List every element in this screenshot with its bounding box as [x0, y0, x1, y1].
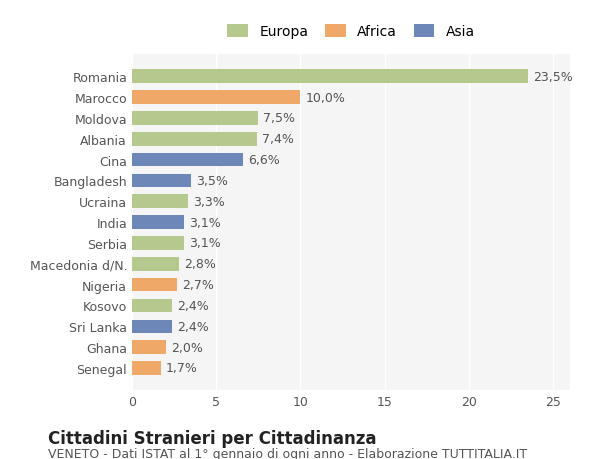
Text: Cittadini Stranieri per Cittadinanza: Cittadini Stranieri per Cittadinanza — [48, 429, 377, 447]
Bar — [132, 237, 184, 250]
Text: 2,4%: 2,4% — [178, 299, 209, 312]
Text: 2,4%: 2,4% — [178, 320, 209, 333]
Bar — [132, 195, 188, 208]
Bar — [132, 112, 259, 125]
Text: 23,5%: 23,5% — [533, 71, 572, 84]
Text: 2,8%: 2,8% — [184, 257, 216, 271]
Text: 7,4%: 7,4% — [262, 133, 293, 146]
Text: 7,5%: 7,5% — [263, 112, 295, 125]
Bar — [132, 361, 161, 375]
Bar — [132, 70, 528, 84]
Text: VENETO - Dati ISTAT al 1° gennaio di ogni anno - Elaborazione TUTTITALIA.IT: VENETO - Dati ISTAT al 1° gennaio di ogn… — [48, 448, 527, 459]
Text: 3,1%: 3,1% — [189, 237, 221, 250]
Bar — [132, 299, 172, 313]
Bar — [132, 91, 301, 105]
Legend: Europa, Africa, Asia: Europa, Africa, Asia — [220, 18, 482, 46]
Bar — [132, 174, 191, 188]
Text: 6,6%: 6,6% — [248, 154, 280, 167]
Bar — [132, 341, 166, 354]
Bar — [132, 153, 243, 167]
Text: 3,1%: 3,1% — [189, 216, 221, 229]
Text: 3,3%: 3,3% — [193, 196, 224, 208]
Text: 3,5%: 3,5% — [196, 174, 228, 188]
Bar — [132, 216, 184, 230]
Bar — [132, 257, 179, 271]
Bar — [132, 133, 257, 146]
Text: 10,0%: 10,0% — [305, 91, 346, 104]
Text: 2,7%: 2,7% — [182, 279, 214, 291]
Text: 1,7%: 1,7% — [166, 362, 197, 375]
Bar — [132, 278, 178, 292]
Bar — [132, 320, 172, 333]
Text: 2,0%: 2,0% — [171, 341, 203, 354]
